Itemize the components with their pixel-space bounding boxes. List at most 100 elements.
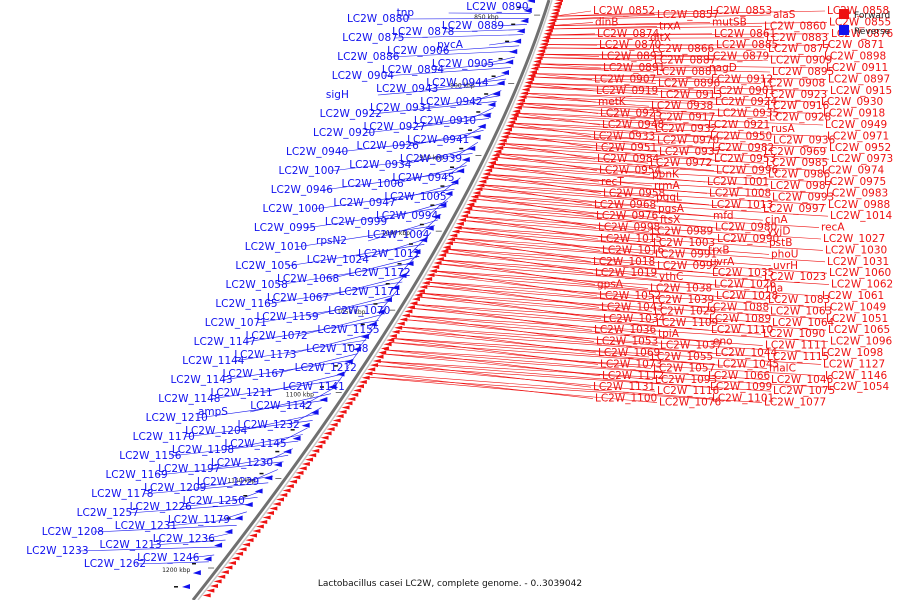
forward-gene-label[interactable]: LC2W_0950 (710, 130, 772, 142)
forward-gene-label[interactable]: gpsA (597, 279, 624, 291)
forward-gene-label[interactable]: LC2W_0895 (772, 66, 834, 78)
forward-gene-label[interactable]: LC2W_0919 (596, 85, 658, 97)
forward-gene-label[interactable]: phoU (771, 248, 798, 260)
forward-gene-label[interactable]: LC2W_0877 (768, 43, 830, 55)
reverse-gene-label[interactable]: LC2W_1171 (338, 286, 400, 298)
reverse-gene-label[interactable]: sigH (326, 89, 349, 101)
forward-gene-label[interactable]: recT (601, 176, 624, 188)
reverse-gene-label[interactable]: LC2W_1144 (182, 355, 245, 367)
reverse-gene-label[interactable]: rpsN2 (316, 235, 347, 247)
forward-gene-label[interactable]: mfd (713, 210, 734, 222)
reverse-gene-label[interactable]: LC2W_0886 (337, 51, 400, 63)
reverse-gene-label[interactable]: LC2W_1071 (205, 317, 267, 329)
forward-gene-label[interactable]: LC2W_0993 (772, 191, 834, 203)
forward-gene-label[interactable]: LC2W_1098 (821, 347, 883, 359)
forward-gene-label[interactable]: LC2W_0909 (770, 55, 832, 67)
reverse-gene-label[interactable]: LC2W_0880 (347, 13, 409, 25)
forward-gene-label[interactable]: LC2W_1027 (823, 233, 885, 245)
reverse-gene-label[interactable]: LC2W_0943 (376, 83, 438, 95)
reverse-gene-label[interactable]: LC2W_1141 (283, 381, 345, 393)
forward-gene-label[interactable]: LC2W_0853 (710, 5, 772, 17)
forward-gene-label[interactable]: LC2W_0897 (828, 73, 890, 85)
reverse-gene-label[interactable]: LC2W_1257 (77, 507, 139, 519)
forward-gene-label[interactable]: LC2W_0879 (707, 51, 769, 63)
forward-gene-label[interactable]: LC2W_1077 (764, 397, 826, 409)
forward-gene-label[interactable]: pgsA (658, 203, 685, 215)
forward-gene-label[interactable]: alaS (773, 9, 796, 21)
forward-gene-label[interactable]: LC2W_0975 (824, 176, 886, 188)
forward-gene-label[interactable]: LC2W_1127 (823, 358, 885, 370)
forward-gene-label[interactable]: LC2W_1096 (830, 336, 893, 348)
reverse-gene-label[interactable]: LC2W_1169 (105, 469, 167, 481)
reverse-gene-label[interactable]: LC2W_1058 (226, 279, 288, 291)
forward-gene-label[interactable]: LC2W_0983 (826, 187, 888, 199)
reverse-gene-label[interactable]: LC2W_1179 (168, 514, 230, 526)
forward-gene-label[interactable]: uvrH (773, 260, 798, 272)
forward-gene-label[interactable]: malC (769, 362, 796, 374)
reverse-gene-label[interactable]: LC2W_1010 (245, 241, 307, 253)
forward-gene-label[interactable]: LC2W_0997 (763, 203, 825, 215)
reverse-gene-label[interactable]: LC2W_1000 (262, 203, 324, 215)
forward-gene-label[interactable]: LC2W_1030 (825, 244, 887, 256)
forward-gene-label[interactable]: LC2W_1036 (594, 324, 657, 336)
reverse-gene-label[interactable]: LC2W_0920 (313, 127, 375, 139)
forward-gene-label[interactable]: uvrA (710, 256, 735, 268)
forward-gene-label[interactable]: LC2W_0933 (593, 130, 655, 142)
reverse-gene-label[interactable]: LC2W_1142 (250, 400, 312, 412)
forward-gene-label[interactable]: LC2W_1049 (824, 301, 886, 313)
reverse-gene-label[interactable]: LC2W_1078 (306, 343, 368, 355)
forward-gene-label[interactable]: LC2W_0918 (823, 108, 885, 120)
reverse-gene-label[interactable]: LC2W_0947 (333, 197, 395, 209)
reverse-gene-label[interactable]: LC2W_1233 (26, 545, 88, 557)
reverse-gene-label[interactable]: LC2W_1246 (137, 552, 200, 564)
reverse-gene-label[interactable]: LC2W_1172 (348, 267, 410, 279)
forward-gene-label[interactable]: pstB (769, 237, 792, 249)
forward-gene-label[interactable]: LC2W_0915 (830, 85, 892, 97)
forward-gene-label[interactable]: LC2W_1018 (593, 256, 655, 268)
forward-gene-label[interactable]: LC2W_1090 (763, 328, 825, 340)
forward-gene-label[interactable]: LC2W_1131 (593, 381, 655, 393)
forward-gene-label[interactable]: dinB (595, 16, 618, 28)
forward-gene-label[interactable]: LC2W_0973 (831, 153, 893, 165)
forward-gene-label[interactable]: LC2W_0921 (708, 119, 770, 131)
forward-gene-label[interactable]: LC2W_0974 (822, 165, 885, 177)
reverse-gene-label[interactable]: LC2W_1170 (133, 431, 195, 443)
reverse-gene-label[interactable]: LC2W_1208 (42, 526, 104, 538)
reverse-gene-label[interactable]: LC2W_1155 (317, 324, 379, 336)
forward-gene-label[interactable]: LC2W_0987 (770, 180, 832, 192)
forward-gene-label[interactable]: LC2W_0871 (822, 39, 884, 51)
forward-gene-label[interactable]: LC2W_1014 (830, 210, 893, 222)
forward-gene-label[interactable]: LC2W_0898 (824, 51, 886, 63)
forward-gene-label[interactable]: LC2W_1001 (707, 176, 769, 188)
forward-gene-label[interactable]: trxB (708, 244, 730, 256)
reverse-gene-label[interactable]: LC2W_1212 (295, 362, 357, 374)
reverse-gene-label[interactable]: LC2W_1024 (307, 254, 370, 266)
forward-gene-label[interactable]: LC2W_0951 (595, 142, 657, 154)
reverse-gene-label[interactable]: LC2W_1250 (183, 495, 245, 507)
forward-gene-label[interactable]: LC2W_0907 (594, 73, 656, 85)
reverse-gene-label[interactable]: LC2W_0890 (466, 1, 528, 13)
forward-gene-label[interactable]: LC2W_1054 (827, 381, 890, 393)
forward-gene-label[interactable]: ppnK (652, 169, 680, 181)
forward-gene-label[interactable]: LC2W_0971 (827, 130, 889, 142)
forward-gene-label[interactable]: LC2W_0976 (596, 210, 659, 222)
forward-gene-label[interactable]: LC2W_0988 (828, 199, 890, 211)
forward-gene-label[interactable]: tpiA (658, 328, 680, 340)
reverse-gene-label[interactable]: LC2W_0934 (349, 159, 412, 171)
forward-gene-label[interactable]: LC2W_0911 (826, 62, 888, 74)
forward-gene-label[interactable]: LC2W_1051 (826, 313, 888, 325)
forward-gene-label[interactable]: LC2W_1031 (827, 256, 889, 268)
forward-gene-label[interactable]: LC2W_1066 (708, 370, 771, 382)
forward-gene-label[interactable]: LC2W_1019 (595, 267, 657, 279)
forward-gene-label[interactable]: trxA (659, 20, 681, 32)
forward-gene-label[interactable]: LC2W_1061 (822, 290, 884, 302)
forward-gene-label[interactable]: LC2W_1062 (831, 279, 893, 291)
forward-gene-label[interactable]: LC2W_0952 (829, 142, 891, 154)
reverse-gene-label[interactable]: LC2W_0999 (325, 216, 387, 228)
reverse-gene-label[interactable]: LC2W_1226 (130, 501, 193, 513)
forward-gene-label[interactable]: LC2W_1065 (828, 324, 890, 336)
reverse-gene-label[interactable]: LC2W_1007 (279, 165, 341, 177)
forward-gene-label[interactable]: LC2W_1053 (596, 336, 658, 348)
reverse-gene-label[interactable]: LC2W_1148 (158, 393, 220, 405)
reverse-gene-label[interactable]: LC2W_0926 (357, 140, 420, 152)
